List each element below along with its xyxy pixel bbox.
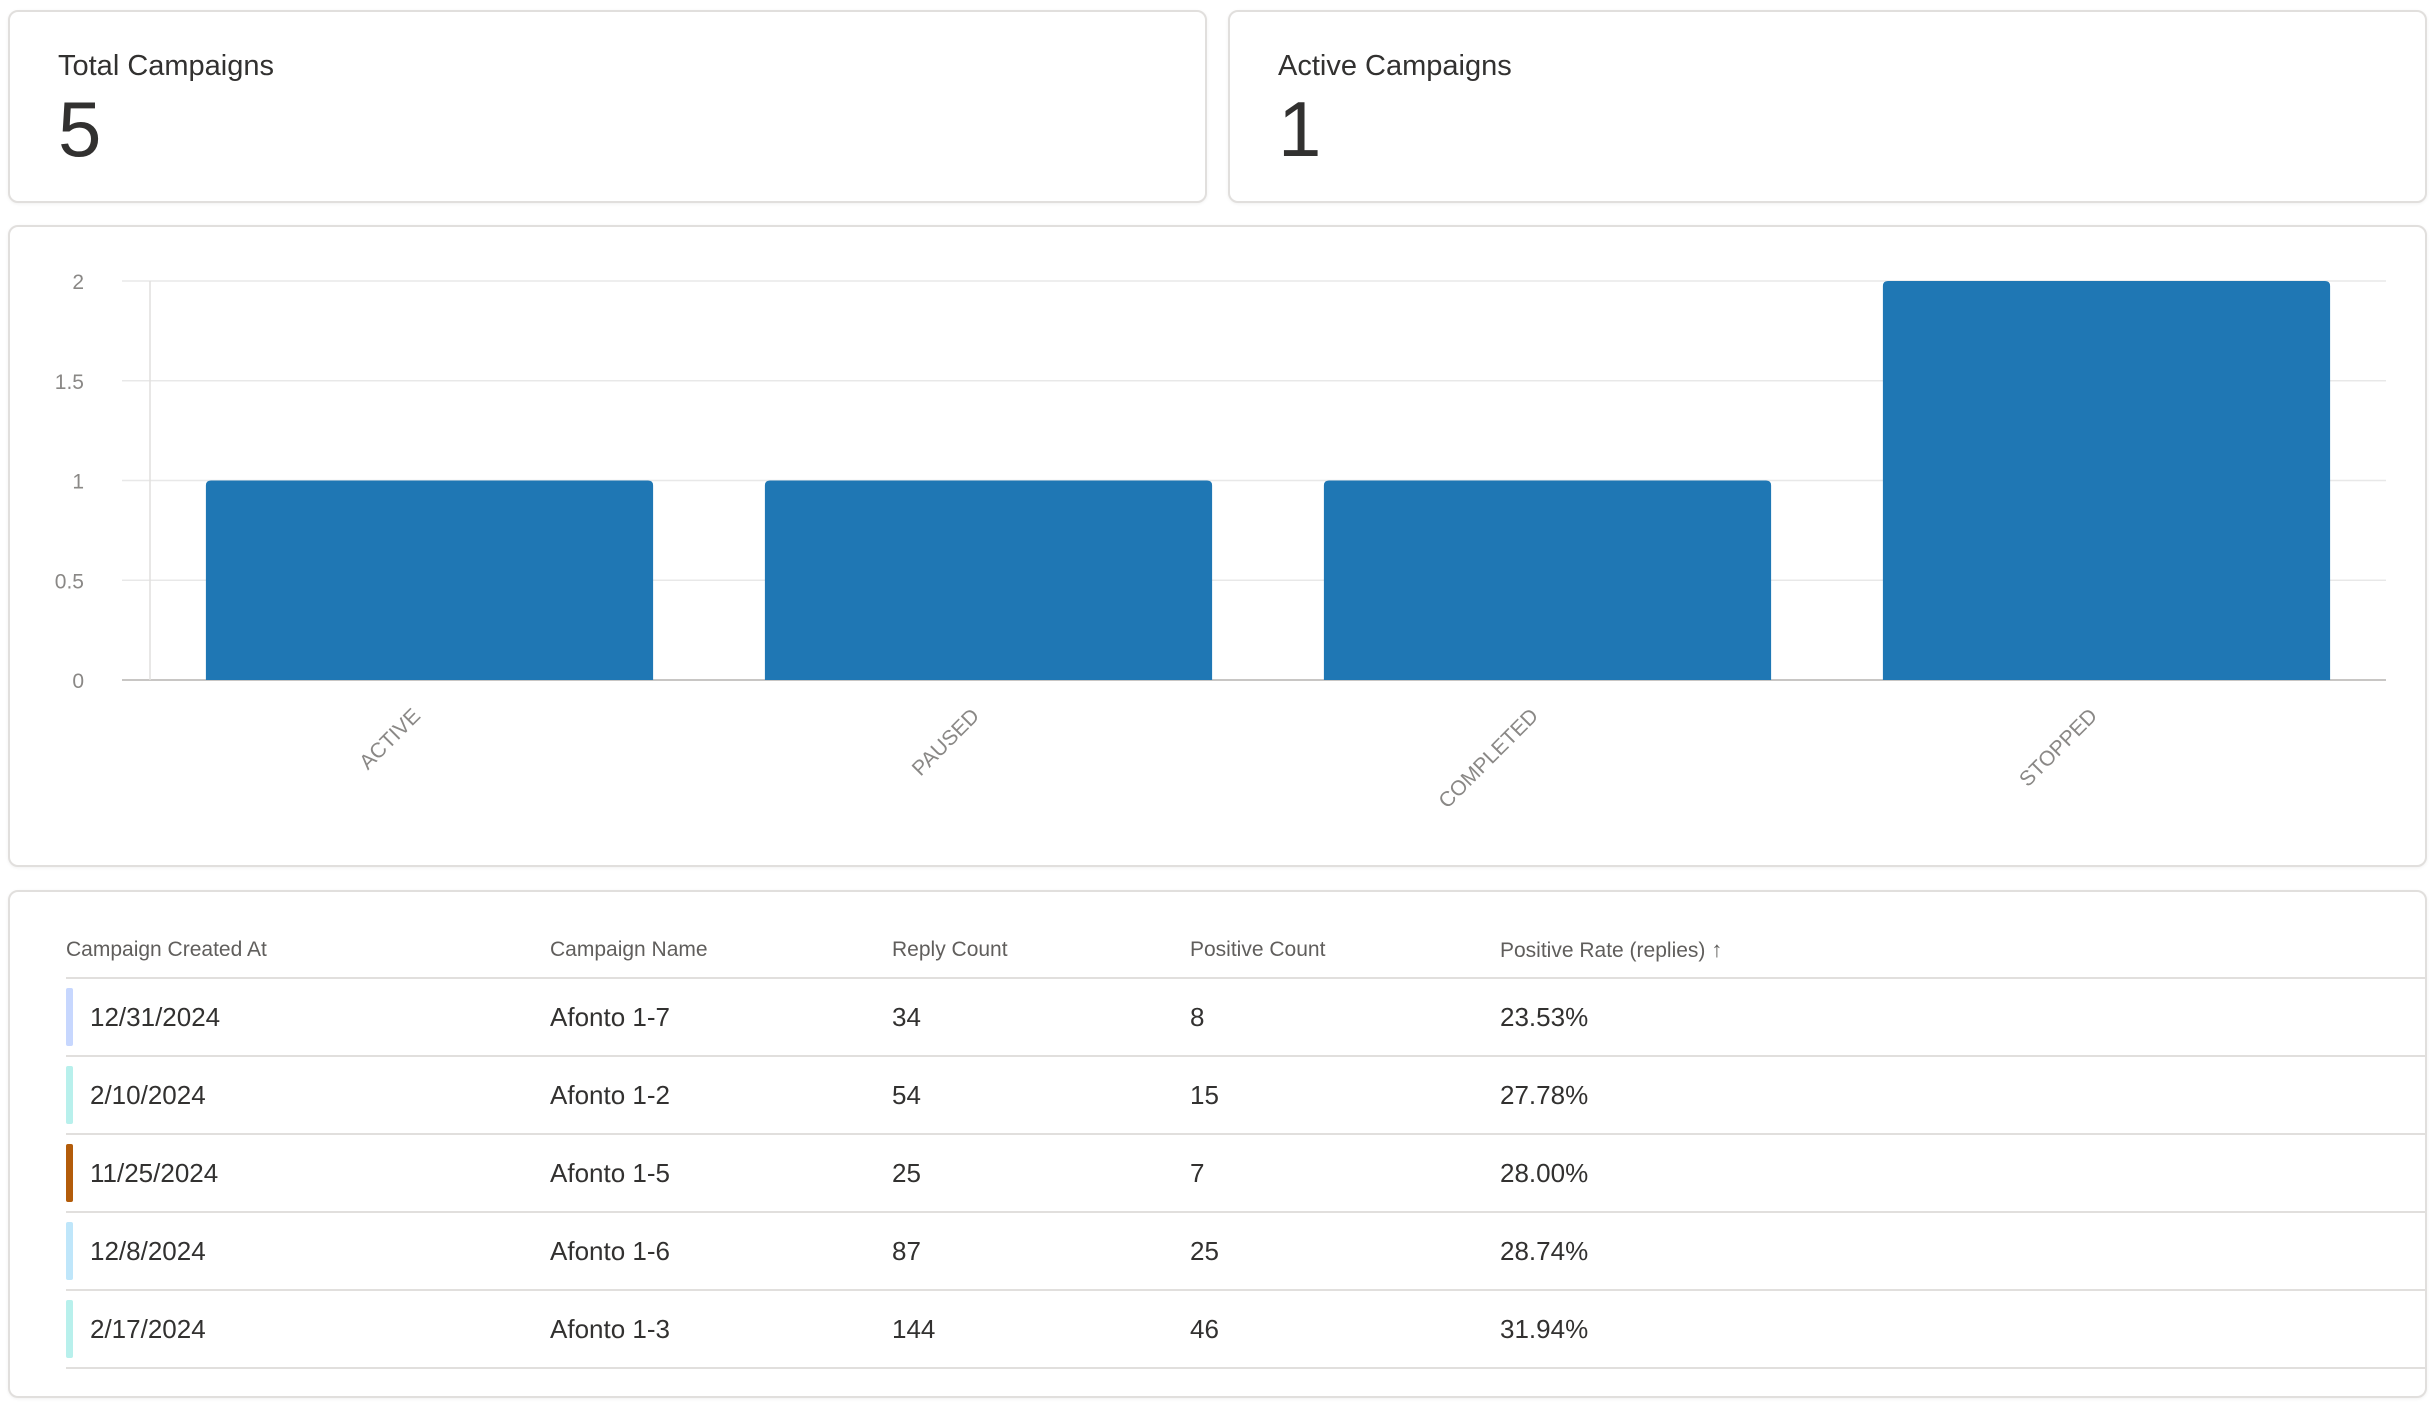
row-color-indicator <box>66 1300 73 1358</box>
positive-rate-cell: 28.00% <box>1500 1134 2425 1213</box>
row-color-indicator <box>66 1066 73 1124</box>
positive-rate-cell: 31.94% <box>1500 1290 2425 1369</box>
y-tick-label: 1.5 <box>55 371 84 394</box>
column-header-campaign-name[interactable]: Campaign Name <box>550 922 892 979</box>
table-header-row: Campaign Created At Campaign Name Reply … <box>66 922 2425 979</box>
created-at-cell: 2/10/2024 <box>66 1056 550 1135</box>
reply-count-cell: 87 <box>892 1212 1190 1291</box>
bar-stopped[interactable] <box>1882 281 2331 680</box>
y-tick-label: 0 <box>72 670 84 693</box>
y-tick-label: 1 <box>72 471 84 494</box>
sort-ascending-arrow-icon[interactable]: ↑ <box>1711 936 1723 962</box>
campaigns-table-card: Campaign Created At Campaign Name Reply … <box>8 890 2427 1398</box>
positive-count-cell: 8 <box>1190 978 1500 1057</box>
campaign-name-cell: Afonto 1-2 <box>550 1056 892 1135</box>
created-at-cell: 2/17/2024 <box>66 1290 550 1369</box>
table-row[interactable]: 2/10/2024 Afonto 1-2 54 15 27.78% <box>66 1056 2425 1135</box>
reply-count-cell: 54 <box>892 1056 1190 1135</box>
x-tick-label: ACTIVE <box>355 704 425 774</box>
campaign-name-cell: Afonto 1-6 <box>550 1212 892 1291</box>
row-color-indicator <box>66 1144 73 1202</box>
active-campaigns-card: Active Campaigns 1 <box>1228 10 2427 203</box>
positive-count-cell: 46 <box>1190 1290 1500 1369</box>
campaign-name-cell: Afonto 1-7 <box>550 978 892 1057</box>
reply-count-cell: 25 <box>892 1134 1190 1213</box>
positive-count-cell: 15 <box>1190 1056 1500 1135</box>
campaign-status-chart-card: 0 0.5 1 1.5 2 ACTIVE PAUSED COMPLETED STOPPED <box>8 225 2427 867</box>
active-campaigns-value: 1 <box>1278 85 1322 173</box>
column-header-created-at[interactable]: Campaign Created At <box>66 922 550 979</box>
y-tick-label: 2 <box>72 271 84 294</box>
x-tick-label: PAUSED <box>908 704 984 780</box>
total-campaigns-card: Total Campaigns 5 <box>8 10 1207 203</box>
column-header-positive-rate[interactable]: Positive Rate (replies) ↑ <box>1500 922 2425 979</box>
positive-rate-cell: 28.74% <box>1500 1212 2425 1291</box>
campaign-status-bar-chart: 0 0.5 1 1.5 2 ACTIVE PAUSED COMPLETED STOPPED <box>55 271 2386 813</box>
y-tick-label: 0.5 <box>55 570 84 593</box>
reply-count-cell: 34 <box>892 978 1190 1057</box>
created-at-cell: 11/25/2024 <box>66 1134 550 1213</box>
positive-count-cell: 7 <box>1190 1134 1500 1213</box>
table-row[interactable]: 11/25/2024 Afonto 1-5 25 7 28.00% <box>66 1134 2425 1213</box>
positive-count-cell: 25 <box>1190 1212 1500 1291</box>
created-at-cell: 12/8/2024 <box>66 1212 550 1291</box>
x-tick-label: STOPPED <box>2015 704 2102 791</box>
total-campaigns-label: Total Campaigns <box>58 50 274 82</box>
x-tick-label: COMPLETED <box>1434 704 1543 813</box>
campaigns-table: Campaign Created At Campaign Name Reply … <box>66 922 2425 1369</box>
reply-count-cell: 144 <box>892 1290 1190 1369</box>
positive-rate-cell: 23.53% <box>1500 978 2425 1057</box>
campaign-name-cell: Afonto 1-5 <box>550 1134 892 1213</box>
row-color-indicator <box>66 988 73 1046</box>
active-campaigns-label: Active Campaigns <box>1278 50 1512 82</box>
total-campaigns-value: 5 <box>58 85 102 173</box>
table-row[interactable]: 12/31/2024 Afonto 1-7 34 8 23.53% <box>66 978 2425 1057</box>
table-row[interactable]: 2/17/2024 Afonto 1-3 144 46 31.94% <box>66 1290 2425 1369</box>
created-at-cell: 12/31/2024 <box>66 978 550 1057</box>
column-header-reply-count[interactable]: Reply Count <box>892 922 1190 979</box>
table-row[interactable]: 12/8/2024 Afonto 1-6 87 25 28.74% <box>66 1212 2425 1291</box>
bar-completed[interactable] <box>1323 480 1772 681</box>
bar-paused[interactable] <box>764 480 1213 681</box>
row-color-indicator <box>66 1222 73 1280</box>
bar-active[interactable] <box>205 480 654 681</box>
campaign-name-cell: Afonto 1-3 <box>550 1290 892 1369</box>
column-header-positive-count[interactable]: Positive Count <box>1190 922 1500 979</box>
positive-rate-cell: 27.78% <box>1500 1056 2425 1135</box>
